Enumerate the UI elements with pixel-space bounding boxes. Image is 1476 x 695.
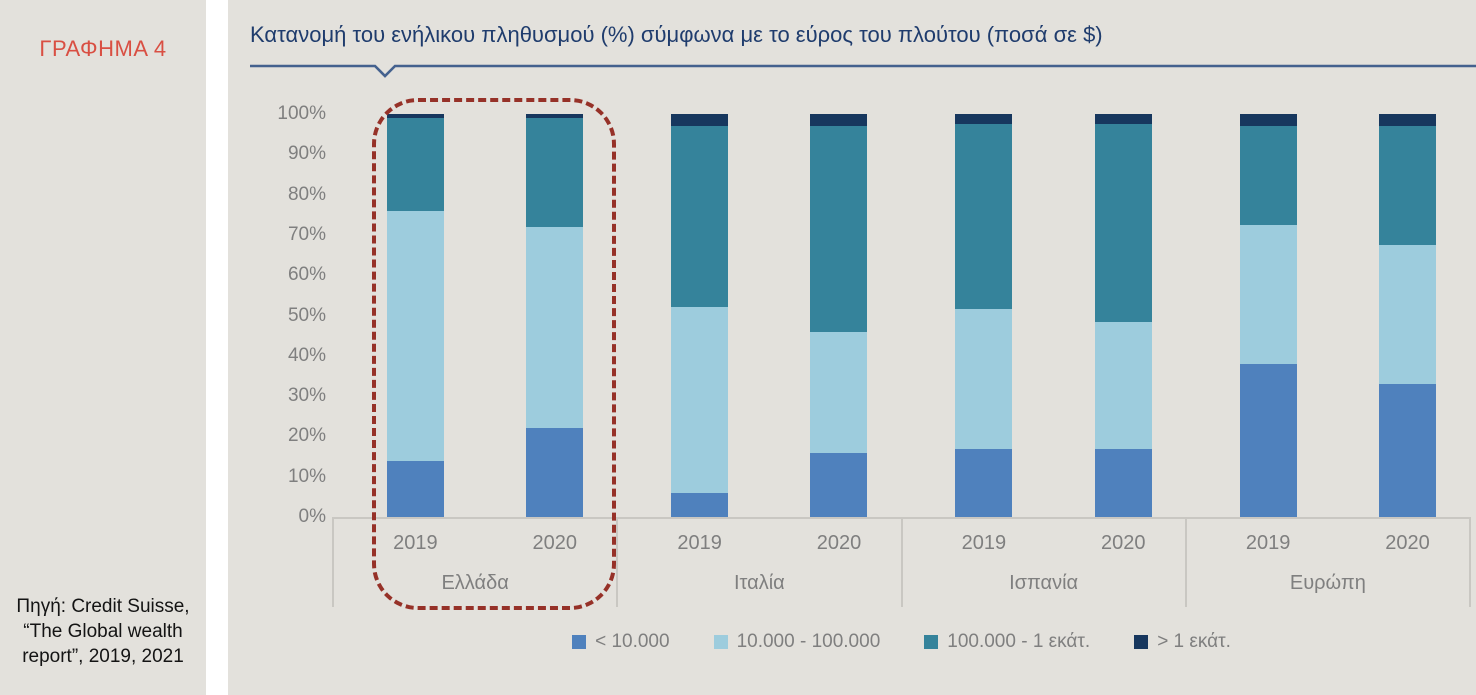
bar-segment <box>1239 363 1297 517</box>
y-tick-label: 40% <box>287 344 326 366</box>
bar-segment <box>810 331 868 453</box>
year-label: 2020 <box>816 532 862 554</box>
y-tick-label: 10% <box>287 465 326 487</box>
legend-item: > 1 εκάτ. <box>1134 631 1231 653</box>
bar-segment <box>1094 124 1152 322</box>
group-label: Ιταλία <box>734 572 785 594</box>
bar-segment <box>1239 126 1297 225</box>
sidebar: ΓΡΑΦΗΜΑ 4 Πηγή: Credit Suisse, “The Glob… <box>0 0 206 695</box>
year-label: 2019 <box>393 532 438 554</box>
y-tick-label: 50% <box>287 304 326 326</box>
legend: < 10.000 10.000 - 100.000 100.000 - 1 εκάτ… <box>333 631 1470 653</box>
bar-group <box>1186 114 1470 517</box>
bar-segment <box>526 428 584 517</box>
bar-segment <box>1094 321 1152 449</box>
bar-segment <box>1094 448 1152 517</box>
legend-swatch-icon <box>572 635 587 649</box>
bar-segment <box>955 448 1013 517</box>
year-label: 2020 <box>1100 532 1146 554</box>
y-tick-label: 80% <box>287 183 326 205</box>
y-tick-label: 30% <box>287 385 326 407</box>
bar-segment <box>671 492 729 517</box>
bar-segment <box>526 226 584 429</box>
group-label: Ελλάδα <box>441 572 509 594</box>
stacked-bar <box>1239 114 1297 517</box>
legend-label: 10.000 - 100.000 <box>736 631 881 652</box>
group-label: Ισπανία <box>1009 572 1079 594</box>
year-label: 2019 <box>1245 532 1291 554</box>
bar-segment <box>1378 384 1436 517</box>
bar-segment <box>1378 114 1436 127</box>
bar-segment <box>671 126 729 308</box>
bar-segment <box>955 124 1013 310</box>
stacked-bar <box>671 114 729 517</box>
stacked-bar <box>810 114 868 517</box>
year-label: 2020 <box>532 532 577 554</box>
group-divider <box>900 517 903 607</box>
bar-group <box>617 114 901 517</box>
y-tick-label: 90% <box>287 143 326 165</box>
y-tick-label: 0% <box>298 506 326 527</box>
y-tick-label: 60% <box>287 264 326 286</box>
bar-segment <box>1378 244 1436 385</box>
y-tick-label: 100% <box>277 103 326 124</box>
bar-segment <box>1378 126 1436 245</box>
group-label: Ευρώπη <box>1289 572 1366 594</box>
legend-swatch-icon <box>1134 635 1149 649</box>
chart-panel: Κατανομή του ενήλικου πληθυσμού (%) σύμφ… <box>228 0 1476 695</box>
group-divider <box>332 517 334 607</box>
stacked-bar <box>1378 114 1436 517</box>
chart-title: Κατανομή του ενήλικου πληθυσμού (%) σύμφ… <box>250 22 1103 47</box>
bar-segment <box>671 307 729 493</box>
legend-label: 100.000 - 1 εκάτ. <box>947 631 1091 652</box>
stacked-bar <box>1094 114 1152 517</box>
legend-label: > 1 εκάτ. <box>1157 631 1231 652</box>
legend-item: < 10.000 <box>572 631 670 653</box>
bar-segment <box>386 460 444 517</box>
figure-label: ΓΡΑΦΗΜΑ 4 <box>39 36 167 61</box>
group-divider <box>1184 517 1187 607</box>
stacked-bar <box>955 114 1013 517</box>
bar-segment <box>1239 114 1297 127</box>
group-divider <box>616 517 619 607</box>
year-label: 2020 <box>1385 532 1430 554</box>
legend-item: 10.000 - 100.000 <box>713 631 881 653</box>
y-tick-label: 20% <box>287 425 326 447</box>
legend-item: 100.000 - 1 εκάτ. <box>924 631 1090 653</box>
bar-segment <box>955 309 1013 449</box>
title-underline <box>250 64 1476 78</box>
bar-segment <box>810 452 868 517</box>
highlight-greece-box <box>372 98 616 610</box>
bar-segment <box>1094 114 1152 125</box>
bar-segment <box>386 210 444 461</box>
legend-swatch-icon <box>924 635 939 649</box>
bar-segment <box>810 126 868 332</box>
group-divider <box>1469 517 1471 607</box>
bar-segment <box>1239 224 1297 364</box>
bar-group <box>902 114 1186 517</box>
bar-segment <box>955 114 1013 125</box>
y-tick-label: 70% <box>287 223 326 245</box>
legend-swatch-icon <box>713 635 728 649</box>
source-note: Πηγή: Credit Suisse, “The Global wealth … <box>16 595 190 667</box>
legend-label: < 10.000 <box>595 631 670 652</box>
bar-segment <box>671 114 729 127</box>
bar-segment <box>526 114 584 119</box>
year-label: 2019 <box>677 532 722 554</box>
bar-segment <box>810 114 868 127</box>
year-label: 2019 <box>961 532 1007 554</box>
